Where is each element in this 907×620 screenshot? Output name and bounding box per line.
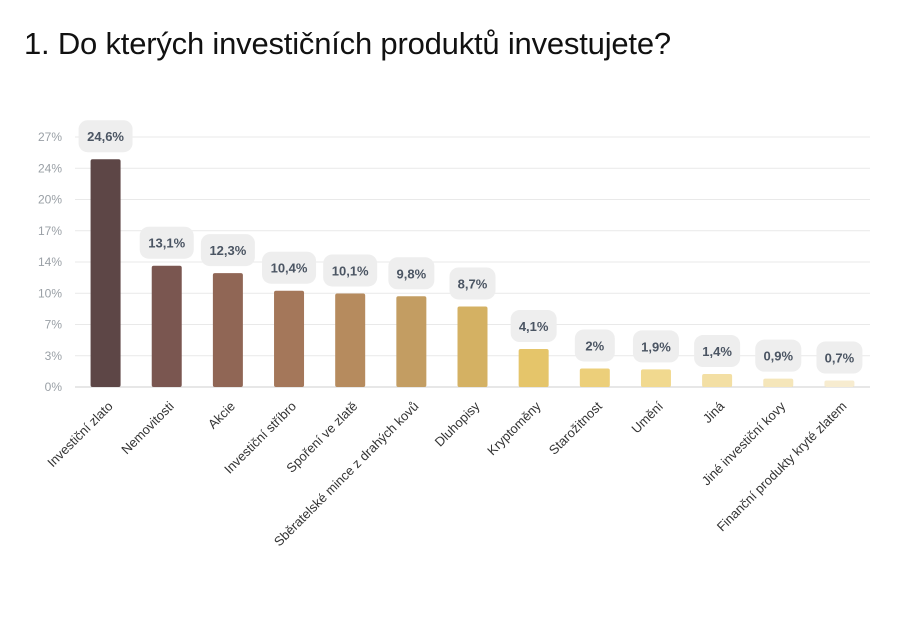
x-axis-labels: Investiční zlato Nemovitosti AkcieInvestič… (44, 398, 849, 549)
value-label-bg (816, 341, 863, 374)
value-label: 4,1% (519, 319, 549, 334)
bar (335, 293, 366, 387)
x-tick-label: Finanční produkty kryté zlatem (714, 399, 850, 535)
bar (212, 273, 243, 387)
bar (396, 296, 427, 387)
value-label: 8,7% (458, 276, 488, 291)
value-label-bg (388, 257, 435, 290)
value-label: 10,4% (271, 261, 308, 276)
x-tick-label: Akcie (205, 399, 238, 432)
value-label-bg (632, 330, 679, 363)
value-label-bg (78, 120, 133, 153)
value-label-bg (755, 339, 802, 372)
y-tick-label: 10% (38, 286, 62, 300)
bar (824, 380, 855, 387)
y-tick-label: 3% (45, 349, 63, 363)
bar (457, 306, 488, 387)
bar (151, 265, 182, 387)
y-tick-label: 17% (38, 224, 62, 238)
bars (90, 159, 855, 387)
x-tick-label: Umění (628, 398, 666, 436)
y-tick-label: 14% (38, 255, 62, 269)
value-label: 9,8% (397, 266, 427, 281)
value-label: 10,1% (332, 263, 369, 278)
value-label: 24,6% (87, 129, 124, 144)
value-label-bg (200, 234, 255, 267)
value-labels: 24,6% 13,1% 12,3% 10,4% 10,1% 9,8% 8,7% 4,1% 2% 1… (78, 120, 863, 374)
x-tick-label: Starožitnost (546, 398, 605, 457)
y-tick-label: 7% (45, 318, 63, 332)
bar (763, 378, 794, 387)
y-tick-label: 20% (38, 193, 62, 207)
x-tick-label: Kryptoměny (484, 398, 544, 458)
chart-title: 1. Do kterých investičních produktů inve… (24, 26, 671, 61)
y-axis-ticks: 0% 3% 7% 10% 14% 17% 20% 24% 27% (38, 130, 62, 394)
value-label: 0,9% (763, 349, 793, 364)
value-label-bg (323, 254, 378, 287)
x-tick-label: Investiční zlato (44, 399, 115, 470)
value-label: 12,3% (209, 243, 246, 258)
value-label: 0,7% (825, 351, 855, 366)
bar (640, 369, 671, 387)
bar (90, 159, 121, 387)
value-label: 1,4% (702, 344, 732, 359)
value-label-bg (449, 267, 496, 300)
y-tick-label: 24% (38, 161, 62, 175)
value-label-bg (694, 335, 741, 368)
value-label-bg (510, 310, 557, 343)
value-label: 13,1% (148, 236, 185, 251)
y-tick-label: 27% (38, 130, 62, 144)
x-tick-label: Dluhopisy (432, 398, 483, 449)
value-label: 1,9% (641, 339, 671, 354)
bar (274, 290, 305, 387)
bar (579, 368, 610, 387)
value-label: 2% (585, 338, 604, 353)
x-tick-label: Nemovitosti (118, 398, 177, 457)
y-tick-label: 0% (45, 380, 63, 394)
value-label-bg (574, 329, 615, 362)
bar (702, 374, 733, 387)
x-tick-label: Jiná (700, 398, 728, 426)
value-label-bg (262, 251, 317, 284)
bar (518, 349, 549, 387)
value-label-bg (139, 226, 194, 259)
